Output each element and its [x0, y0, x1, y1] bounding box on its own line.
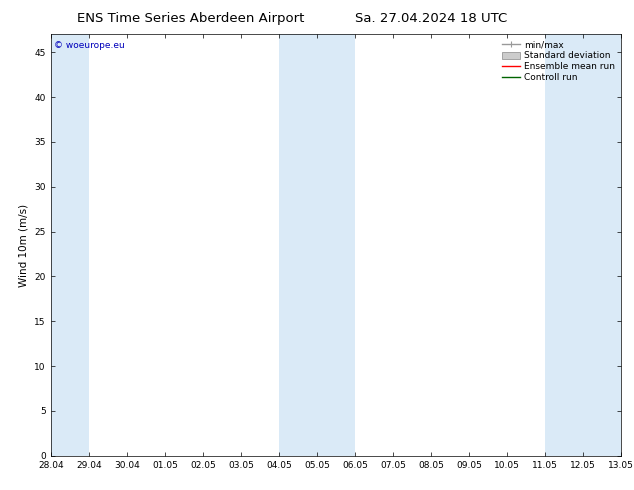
Legend: min/max, Standard deviation, Ensemble mean run, Controll run: min/max, Standard deviation, Ensemble me… [500, 39, 617, 84]
Bar [279, 34, 355, 456]
Text: © woeurope.eu: © woeurope.eu [53, 41, 124, 49]
Y-axis label: Wind 10m (m/s): Wind 10m (m/s) [19, 203, 29, 287]
Text: ENS Time Series Aberdeen Airport: ENS Time Series Aberdeen Airport [77, 12, 304, 25]
Bar [51, 34, 89, 456]
Bar [545, 34, 621, 456]
Text: Sa. 27.04.2024 18 UTC: Sa. 27.04.2024 18 UTC [355, 12, 507, 25]
